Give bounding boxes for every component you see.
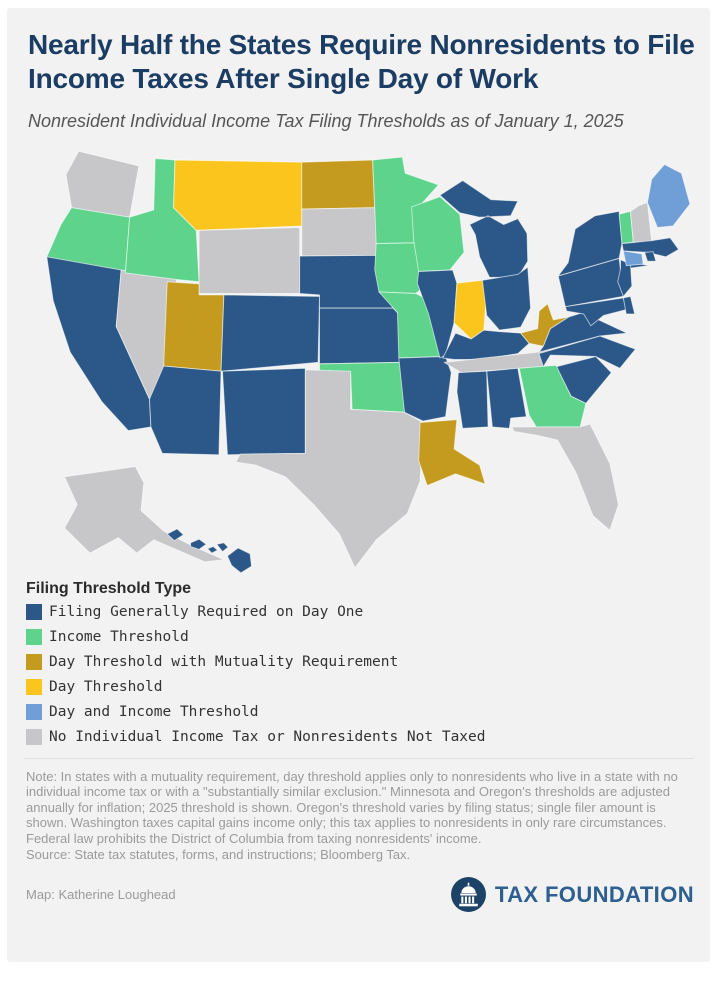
state-SD xyxy=(301,206,380,257)
state-NH xyxy=(629,201,653,243)
legend-item-day_income: Day and Income Threshold xyxy=(26,703,696,720)
state-AK xyxy=(64,465,225,563)
legend-swatch-day_one xyxy=(26,603,42,620)
state-OH xyxy=(481,266,532,331)
state-NC xyxy=(538,335,636,369)
us-choropleth-map xyxy=(22,138,696,578)
state-RI xyxy=(644,250,657,262)
state-UT xyxy=(163,280,225,372)
legend-rows: Filing Generally Required on Day One Inco… xyxy=(26,603,696,745)
state-CT xyxy=(622,250,644,266)
map-legend: Filing Threshold Type Filing Generally R… xyxy=(26,580,696,745)
state-IN xyxy=(453,279,488,340)
state-WA xyxy=(65,150,140,218)
capitol-icon xyxy=(450,877,486,913)
state-ND xyxy=(301,159,376,210)
legend-swatch-day_income xyxy=(26,703,42,720)
page-subtitle: Nonresident Individual Income Tax Filing… xyxy=(28,111,624,132)
state-AL xyxy=(486,367,527,429)
state-FL xyxy=(511,423,619,531)
state-VA xyxy=(538,311,628,353)
state-AR xyxy=(398,355,452,422)
legend-heading: Filing Threshold Type xyxy=(26,579,192,597)
legend-label: Day and Income Threshold xyxy=(49,703,259,720)
legend-label: Day Threshold with Mutuality Requirement xyxy=(49,653,399,670)
legend-item-day: Day Threshold xyxy=(26,678,696,695)
legend-swatch-mutuality xyxy=(26,653,42,670)
state-KS xyxy=(319,307,401,365)
page-title: Nearly Half the States Require Nonreside… xyxy=(28,29,695,95)
state-TX xyxy=(235,368,424,568)
state-MI xyxy=(439,179,529,278)
state-CO xyxy=(220,294,320,372)
state-NM xyxy=(221,367,306,455)
legend-swatch-day xyxy=(26,678,42,695)
tax-foundation-logo: TAX FOUNDATION xyxy=(450,876,694,913)
legend-label: Income Threshold xyxy=(49,628,189,645)
state-DE xyxy=(622,295,636,315)
footer-divider xyxy=(24,757,694,759)
state-ME xyxy=(646,163,691,228)
state-MT xyxy=(173,159,303,231)
legend-item-none: No Individual Income Tax or Nonresidents… xyxy=(26,728,696,745)
state-LA xyxy=(418,418,486,486)
state-GA xyxy=(518,364,587,428)
state-WY xyxy=(198,226,301,294)
logo-text: TAX FOUNDATION xyxy=(494,881,694,907)
source-text: Source: State tax statutes, forms, and i… xyxy=(26,846,411,862)
infographic-card: Nearly Half the States Require Nonreside… xyxy=(7,8,710,962)
legend-label: Filing Generally Required on Day One xyxy=(49,603,364,620)
legend-item-day_one: Filing Generally Required on Day One xyxy=(26,603,696,620)
legend-label: No Individual Income Tax or Nonresidents… xyxy=(49,728,486,745)
note-text: Note: In states with a mutuality require… xyxy=(26,768,678,847)
legend-label: Day Threshold xyxy=(49,678,163,695)
us-map-svg xyxy=(46,150,691,574)
legend-item-income: Income Threshold xyxy=(26,628,696,645)
legend-swatch-income xyxy=(26,628,42,645)
state-HI xyxy=(166,528,252,574)
legend-item-mutuality: Day Threshold with Mutuality Requirement xyxy=(26,653,696,670)
legend-swatch-none xyxy=(26,728,42,745)
state-WI xyxy=(411,195,465,272)
footer-row: Map: Katherine Loughead TAX FOUNDATION xyxy=(26,876,694,913)
state-WV xyxy=(520,302,570,347)
note-block: Note: In states with a mutuality require… xyxy=(26,769,696,863)
map-credit: Map: Katherine Loughead xyxy=(26,887,176,903)
state-MS xyxy=(456,370,489,429)
state-AZ xyxy=(149,365,222,455)
